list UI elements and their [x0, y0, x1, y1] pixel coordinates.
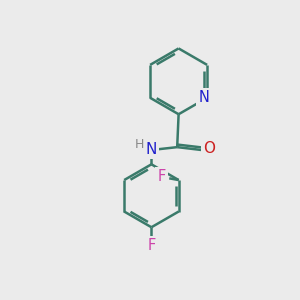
Text: N: N	[145, 142, 157, 157]
Text: F: F	[158, 169, 166, 184]
Text: N: N	[198, 90, 209, 105]
Text: O: O	[203, 141, 215, 156]
Text: H: H	[135, 138, 144, 152]
Text: F: F	[147, 238, 156, 253]
